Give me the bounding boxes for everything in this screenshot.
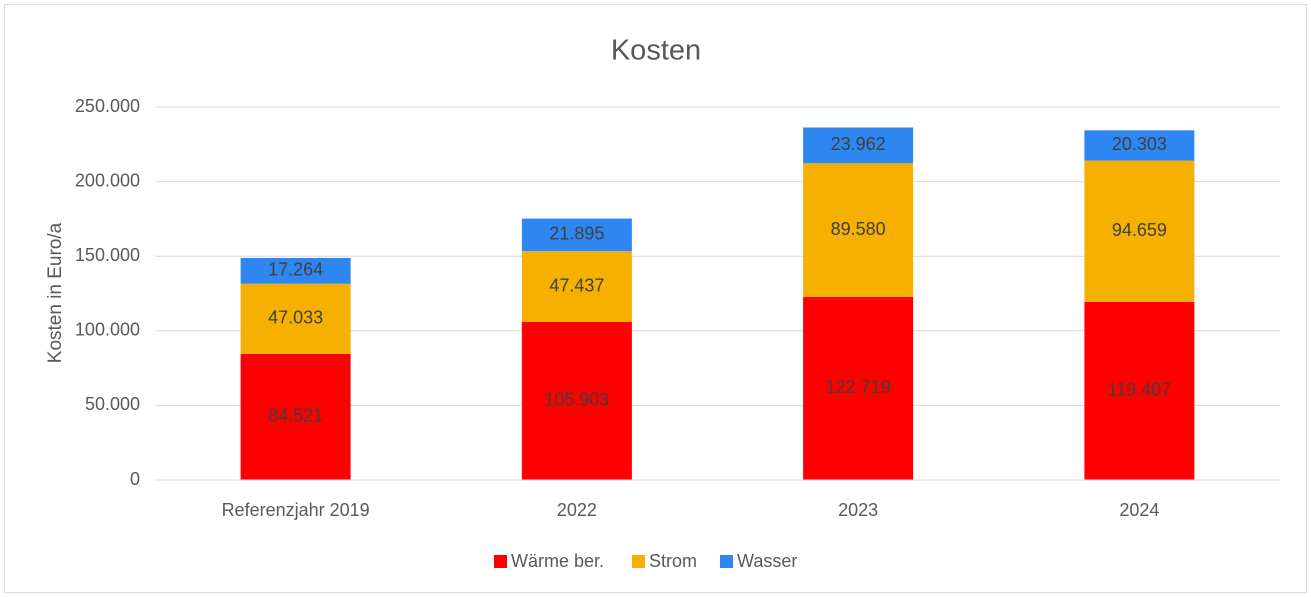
data-label: 122.719: [826, 377, 891, 397]
legend-label: Wärme ber.: [511, 551, 604, 571]
bar-segment: [240, 257, 351, 284]
bar-segment: [521, 218, 632, 252]
data-label: 17.264: [268, 260, 323, 280]
data-label: 47.437: [549, 275, 604, 295]
data-label: 89.580: [831, 219, 886, 239]
bar-segment: [240, 283, 351, 354]
x-tick-label: 2023: [838, 500, 878, 520]
y-tick-label: 200.000: [75, 170, 140, 190]
legend-swatch: [494, 555, 507, 568]
legend-swatch: [720, 555, 733, 568]
y-tick-label: 0: [130, 469, 140, 489]
data-label: 94.659: [1112, 220, 1167, 240]
y-tick-label: 150.000: [75, 245, 140, 265]
bar-segment: [521, 321, 632, 480]
data-label: 84.521: [268, 406, 323, 426]
x-tick-label: 2024: [1119, 500, 1159, 520]
data-label: 47.033: [268, 308, 323, 328]
data-label: 20.303: [1112, 134, 1167, 154]
legend-label: Wasser: [737, 551, 797, 571]
y-tick-label: 250.000: [75, 96, 140, 116]
data-label: 23.962: [831, 134, 886, 154]
bar-segment: [1084, 130, 1195, 161]
y-tick-label: 50.000: [85, 394, 140, 414]
x-tick-label: Referenzjahr 2019: [222, 500, 370, 520]
bar-segment: [803, 296, 914, 480]
bar-segment: [240, 353, 351, 480]
data-label: 119.407: [1108, 380, 1172, 400]
bar-segment: [803, 127, 914, 164]
chart-title: Kosten: [611, 35, 701, 67]
bar-segment: [1084, 301, 1195, 480]
bar-segment: [1084, 160, 1195, 302]
y-axis-label: Kosten in Euro/a: [45, 222, 66, 363]
legend-label: Strom: [649, 551, 697, 571]
x-tick-label: 2022: [557, 500, 597, 520]
bar-segment: [521, 251, 632, 322]
data-label: 21.895: [549, 224, 604, 244]
data-label: 105.903: [544, 390, 609, 410]
y-tick-label: 100.000: [75, 320, 140, 340]
legend-swatch: [632, 555, 645, 568]
bar-segment: [803, 163, 914, 297]
